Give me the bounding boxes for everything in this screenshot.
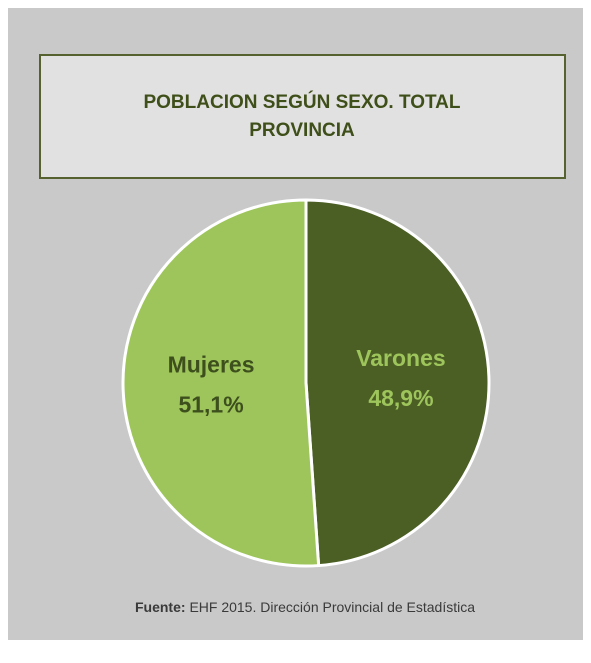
slice-value-label: 51,1%: [178, 391, 243, 417]
slice-category-label: Mujeres: [168, 351, 255, 377]
source-text: EHF 2015. Dirección Provincial de Estadí…: [189, 599, 475, 615]
source-label: Fuente:: [135, 599, 186, 615]
pie-slice: [304, 198, 491, 568]
source: Fuente: EHF 2015. Dirección Provincial d…: [135, 599, 475, 615]
slice-category-label: Varones: [356, 345, 446, 371]
pie-slice: [121, 198, 321, 568]
chart-title-line-2: PROVINCIA: [249, 120, 355, 141]
slice-value-label: 48,9%: [368, 385, 433, 411]
title-box: [39, 54, 566, 179]
pie: Varones 48,9% Mujeres 51,1%: [121, 198, 491, 568]
chart-title: POBLACION SEGÚN SEXO. TOTAL: [143, 91, 460, 113]
title-line: POBLACION SEGÚN SEXO. TOTAL: [143, 91, 460, 113]
